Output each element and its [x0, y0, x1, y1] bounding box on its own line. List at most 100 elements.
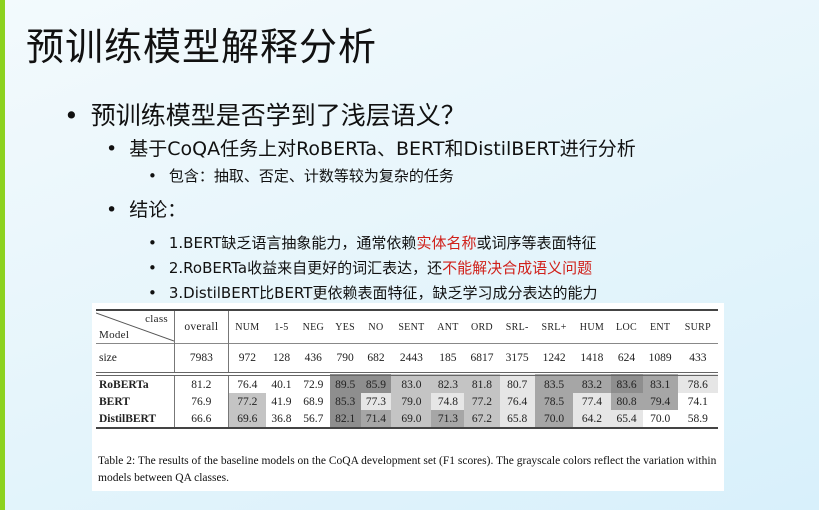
column-header: NUM — [228, 309, 267, 344]
corner-header: class Model — [96, 309, 175, 344]
score-cell: 76.4 — [499, 393, 535, 410]
score-cell: 79.0 — [391, 393, 432, 410]
score-cell: 71.4 — [360, 410, 392, 429]
highlight-text: 实体名称 — [416, 234, 477, 252]
score-cell: 70.0 — [642, 410, 678, 429]
score-cell: 78.6 — [677, 372, 718, 393]
accent-stripe — [0, 0, 5, 510]
column-header: SRL- — [499, 309, 535, 344]
column-header: 1-5 — [266, 309, 297, 344]
size-cell: 128 — [266, 343, 297, 374]
slide-title: 预训练模型解释分析 — [26, 25, 378, 69]
score-cell: 77.2 — [228, 393, 267, 410]
column-header: NEG — [296, 309, 330, 344]
size-cell: 7983 — [174, 343, 229, 374]
column-header: YES — [329, 309, 361, 344]
score-cell: 56.7 — [296, 410, 330, 429]
conclusion-3: • 3.DistilBERT比BERT更依赖表面特征，缺乏学习成分表达的能力 — [148, 284, 598, 302]
model-label: Model — [99, 329, 130, 341]
score-cell: 64.2 — [573, 410, 611, 429]
size-cell: 185 — [431, 343, 465, 374]
column-header: LOC — [610, 309, 643, 344]
bullet-text: 基于CoQA任务上对RoBERTa、BERT和DistilBERT进行分析 — [129, 138, 636, 160]
table-row: DistilBERT 66.6 69.6 36.8 56.7 82.1 71.4 69.0 71… — [96, 410, 718, 429]
table-row: BERT 76.9 77.2 41.9 68.9 85.3 77.3 79.0 74.8 77.2… — [96, 393, 718, 410]
column-header: SENT — [391, 309, 432, 344]
score-cell: 80.8 — [610, 393, 643, 410]
score-cell: 79.4 — [642, 393, 678, 410]
score-cell: 89.5 — [329, 372, 361, 393]
class-label: class — [145, 313, 168, 325]
score-cell: 71.3 — [431, 410, 465, 429]
table-row: RoBERTa 81.2 76.4 40.1 72.9 89.5 85.9 83.0 82.3 8… — [96, 372, 718, 393]
score-cell: 77.2 — [464, 393, 500, 410]
column-header: ANT — [431, 309, 465, 344]
size-cell: 6817 — [464, 343, 500, 374]
score-cell: 68.9 — [296, 393, 330, 410]
size-cell: 972 — [228, 343, 267, 374]
column-header: overall — [174, 309, 229, 344]
model-name: RoBERTa — [96, 372, 175, 393]
score-cell: 76.9 — [174, 393, 229, 410]
model-name: DistilBERT — [96, 410, 175, 429]
column-header: ORD — [464, 309, 500, 344]
score-cell: 58.9 — [677, 410, 718, 429]
bullet-level2: • 结论： — [106, 199, 187, 221]
conclusion-2: • 2.RoBERTa收益来自更好的词汇表达，还不能解决合成语义问题 — [148, 259, 593, 277]
score-cell: 85.3 — [329, 393, 361, 410]
results-table: class Model overall NUM 1-5 NEG YES NO SENT ANT… — [96, 309, 718, 429]
score-cell: 65.4 — [610, 410, 643, 429]
score-cell: 77.4 — [573, 393, 611, 410]
bullet-level3: • 包含：抽取、否定、计数等较为复杂的任务 — [148, 167, 454, 185]
size-cell: 1242 — [534, 343, 574, 374]
score-cell: 70.0 — [534, 410, 574, 429]
text: 3.DistilBERT比BERT更依赖表面特征，缺乏学习成分表达的能力 — [168, 284, 598, 302]
size-label: size — [96, 343, 175, 374]
score-cell: 69.6 — [228, 410, 267, 429]
bullet-text: 预训练模型是否学到了浅层语义？ — [90, 101, 466, 130]
text: 2.RoBERTa收益来自更好的词汇表达，还 — [168, 259, 443, 277]
table-caption: Table 2: The results of the baseline mod… — [98, 455, 717, 484]
size-cell: 433 — [677, 343, 718, 374]
size-cell: 436 — [296, 343, 330, 374]
column-header: ENT — [642, 309, 678, 344]
size-cell: 2443 — [391, 343, 432, 374]
score-cell: 83.0 — [391, 372, 432, 393]
conclusion-1: • 1.BERT缺乏语言抽象能力，通常依赖实体名称或词序等表面特征 — [148, 234, 597, 252]
score-cell: 81.8 — [464, 372, 500, 393]
score-cell: 72.9 — [296, 372, 330, 393]
score-cell: 77.3 — [360, 393, 392, 410]
column-header: NO — [360, 309, 392, 344]
score-cell: 74.8 — [431, 393, 465, 410]
size-cell: 682 — [360, 343, 392, 374]
bullet-level2: • 基于CoQA任务上对RoBERTa、BERT和DistilBERT进行分析 — [106, 138, 636, 160]
score-cell: 85.9 — [360, 372, 392, 393]
score-cell: 36.8 — [266, 410, 297, 429]
column-header: SRL+ — [534, 309, 574, 344]
score-cell: 65.8 — [499, 410, 535, 429]
bullet-text: 结论： — [129, 199, 187, 221]
bullet-text: 包含：抽取、否定、计数等较为复杂的任务 — [168, 167, 454, 185]
score-cell: 66.6 — [174, 410, 229, 429]
score-cell: 83.6 — [610, 372, 643, 393]
score-cell: 83.5 — [534, 372, 574, 393]
column-header: SURP — [677, 309, 718, 344]
score-cell: 78.5 — [534, 393, 574, 410]
text: 或词序等表面特征 — [476, 234, 597, 252]
text: 1.BERT缺乏语言抽象能力，通常依赖 — [168, 234, 417, 252]
score-cell: 67.2 — [464, 410, 500, 429]
score-cell: 82.1 — [329, 410, 361, 429]
score-cell: 83.2 — [573, 372, 611, 393]
score-cell: 40.1 — [266, 372, 297, 393]
model-name: BERT — [96, 393, 175, 410]
highlight-text: 不能解决合成语义问题 — [442, 259, 593, 277]
size-cell: 3175 — [499, 343, 535, 374]
score-cell: 74.1 — [677, 393, 718, 410]
score-cell: 83.1 — [642, 372, 678, 393]
size-cell: 624 — [610, 343, 643, 374]
score-cell: 82.3 — [431, 372, 465, 393]
column-header: HUM — [573, 309, 611, 344]
score-cell: 41.9 — [266, 393, 297, 410]
score-cell: 80.7 — [499, 372, 535, 393]
results-table-figure: class Model overall NUM 1-5 NEG YES NO SENT ANT… — [92, 303, 724, 491]
